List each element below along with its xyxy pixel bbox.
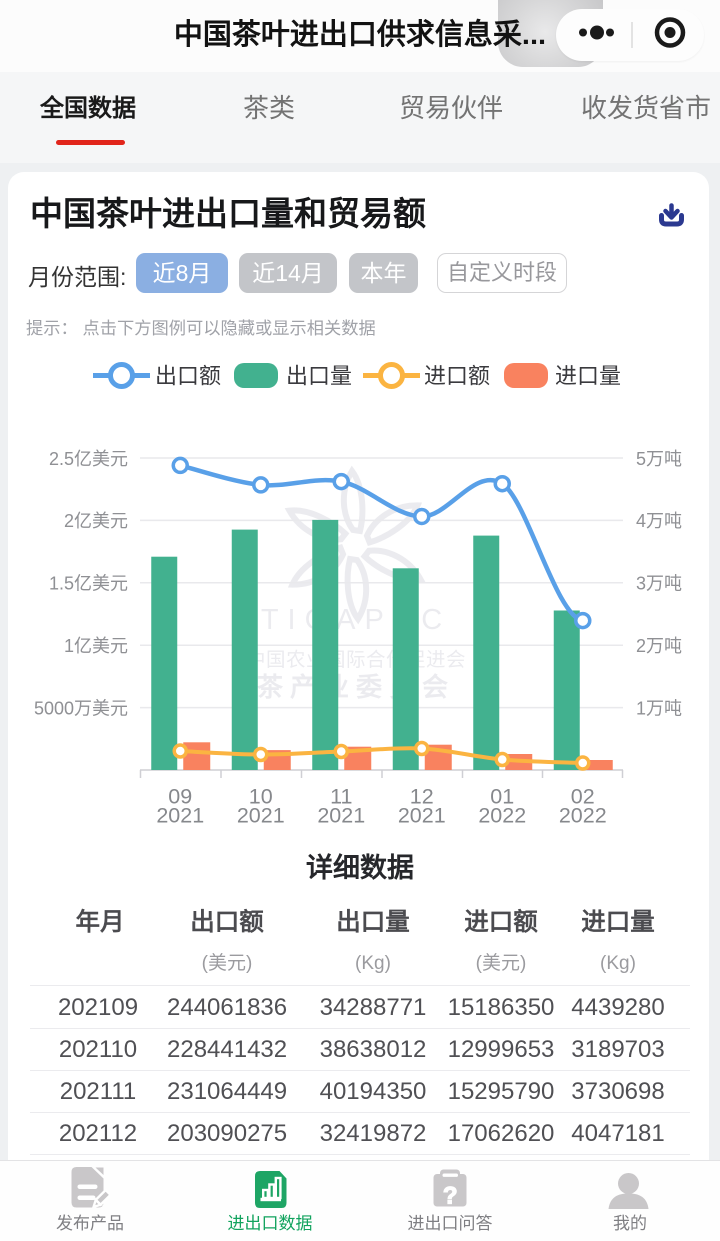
svg-text:2022: 2022 <box>559 803 607 827</box>
svg-text:5000万美元: 5000万美元 <box>34 698 128 718</box>
svg-text:2021: 2021 <box>398 803 446 827</box>
svg-text:茶产业委员会: 茶产业委员会 <box>257 672 455 702</box>
svg-text:2.5亿美元: 2.5亿美元 <box>49 449 128 469</box>
svg-text:2万吨: 2万吨 <box>636 636 682 656</box>
svg-text:2021: 2021 <box>237 803 285 827</box>
svg-text:进口量: 进口量 <box>555 363 621 388</box>
svg-text:10: 10 <box>249 785 273 809</box>
svg-text:1.5亿美元: 1.5亿美元 <box>49 574 128 594</box>
svg-text:09: 09 <box>168 785 192 809</box>
svg-text:出口量: 出口量 <box>286 363 352 388</box>
svg-text:2022: 2022 <box>478 803 526 827</box>
svg-text:1万吨: 1万吨 <box>636 698 682 718</box>
svg-text:1亿美元: 1亿美元 <box>64 636 128 656</box>
svg-text:2021: 2021 <box>156 803 204 827</box>
svg-text:4万吨: 4万吨 <box>636 511 682 531</box>
svg-text:?: ? <box>443 1183 458 1210</box>
svg-text:02: 02 <box>571 785 595 809</box>
svg-text:3万吨: 3万吨 <box>636 574 682 594</box>
svg-text:中国农业国际合作促进会: 中国农业国际合作促进会 <box>246 649 466 671</box>
svg-text:2亿美元: 2亿美元 <box>64 511 128 531</box>
svg-text:5万吨: 5万吨 <box>636 449 682 469</box>
svg-text:11: 11 <box>330 785 352 809</box>
svg-text:出口额: 出口额 <box>155 363 221 388</box>
svg-text:进口额: 进口额 <box>424 363 490 388</box>
svg-text:01: 01 <box>490 785 514 809</box>
svg-text:2021: 2021 <box>317 803 365 827</box>
svg-text:TIGAPEC: TIGAPEC <box>261 604 451 636</box>
svg-text:12: 12 <box>410 785 434 809</box>
